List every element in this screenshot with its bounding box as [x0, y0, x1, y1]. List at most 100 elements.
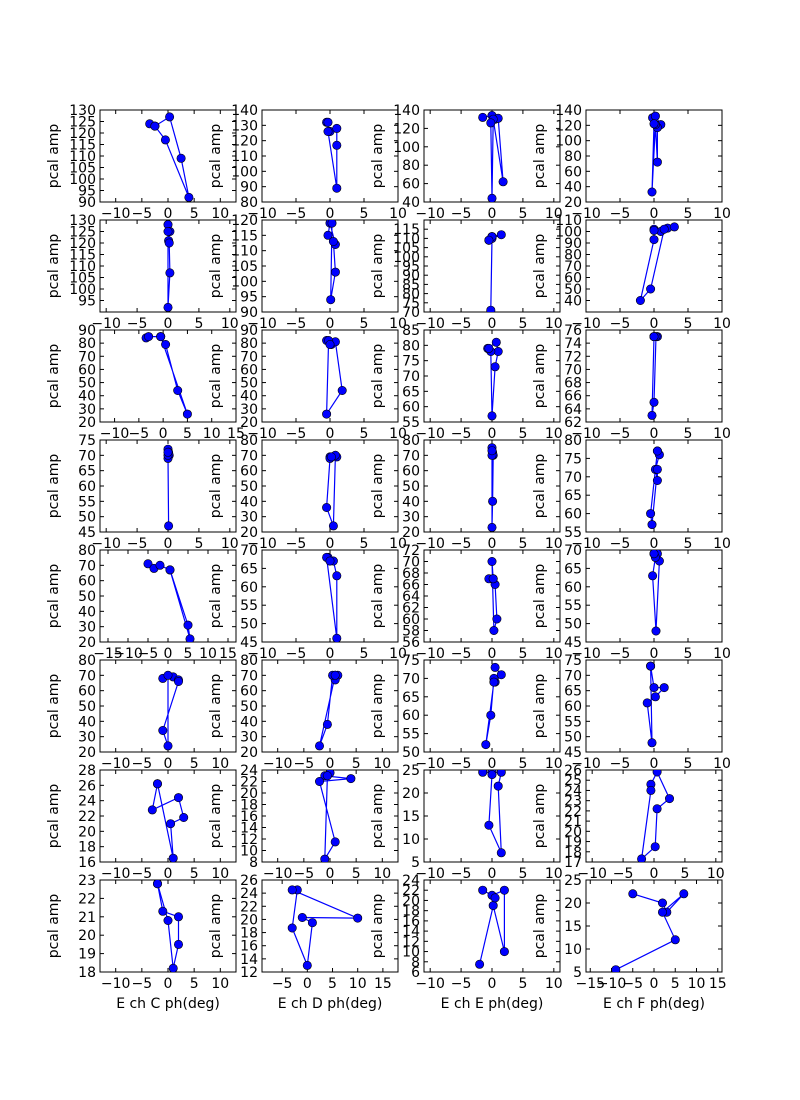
y-tick-label: 80	[240, 433, 258, 449]
x-tick-label: −10	[263, 756, 293, 772]
y-tick-label: 60	[240, 464, 258, 480]
y-tick-label: 125	[69, 225, 96, 241]
data-point	[183, 620, 193, 630]
x-tick-label: 5	[360, 316, 369, 332]
data-point	[486, 118, 496, 128]
x-tick-label: −5	[132, 206, 153, 222]
y-tick-label: 16	[78, 855, 96, 871]
data-point	[481, 740, 491, 750]
x-tick-label: −5	[610, 756, 631, 772]
x-tick-label: −5	[286, 316, 307, 332]
y-tick-label: 15	[564, 919, 582, 935]
data-point	[161, 339, 171, 349]
x-tick-label: 10	[203, 426, 221, 442]
data-point	[649, 550, 659, 559]
y-tick-label: 70	[240, 448, 258, 464]
y-tick-label: 120	[69, 236, 96, 252]
data-point	[314, 741, 324, 751]
y-tick-label: 12	[240, 832, 258, 848]
y-tick-label: 30	[78, 730, 96, 746]
x-tick-label: 15	[374, 976, 392, 992]
data-point	[165, 268, 175, 278]
x-tick-label: −5	[451, 206, 472, 222]
data-point	[163, 227, 173, 237]
y-axis-label: pcal amp	[370, 124, 386, 189]
data-point	[328, 521, 338, 531]
y-tick-label: 60	[78, 684, 96, 700]
data-point	[650, 111, 660, 121]
data-point	[628, 889, 638, 899]
x-tick-label: −10	[597, 976, 627, 992]
x-tick-label: −5	[286, 536, 307, 552]
x-tick-label: 5	[360, 426, 369, 442]
y-tick-label: 75	[78, 433, 96, 449]
x-tick-label: −10	[101, 206, 131, 222]
y-tick-label: 110	[69, 149, 96, 165]
y-tick-label: 20	[78, 635, 96, 651]
x-tick-label: −10	[247, 536, 277, 552]
y-tick-label: 17	[564, 855, 582, 871]
y-tick-label: 16	[240, 939, 258, 955]
data-point	[143, 559, 153, 569]
data-point	[635, 295, 645, 305]
data-series	[647, 332, 662, 420]
x-tick-label: −5	[129, 426, 150, 442]
y-tick-label: 24	[402, 873, 420, 889]
x-tick-label: −15	[93, 646, 123, 662]
x-tick-label: −10	[263, 866, 293, 882]
x-tick-label: −10	[571, 646, 601, 662]
data-point	[646, 509, 656, 519]
x-tick-label: 10	[211, 756, 229, 772]
data-point	[487, 411, 497, 421]
y-axis-label: pcal amp	[532, 124, 548, 189]
y-tick-label: 85	[402, 323, 420, 339]
x-tick-label: 0	[488, 756, 497, 772]
data-series	[147, 779, 189, 862]
data-point	[287, 923, 297, 933]
x-tick-label: 10	[545, 206, 563, 222]
data-series	[322, 335, 347, 419]
y-tick-label: 45	[240, 635, 258, 651]
x-tick-label: 10	[349, 976, 367, 992]
data-point	[332, 183, 342, 193]
x-tick-label: 5	[352, 866, 361, 882]
data-point	[184, 192, 194, 202]
y-tick-label: 22	[402, 883, 420, 899]
data-point	[646, 661, 656, 671]
y-tick-label: 110	[69, 259, 96, 275]
y-tick-label: 25	[402, 763, 420, 779]
y-tick-label: 140	[231, 103, 258, 119]
data-series	[322, 450, 342, 531]
data-point	[650, 692, 660, 702]
data-point	[491, 337, 501, 347]
y-tick-label: 120	[393, 121, 420, 137]
x-tick-label: 10	[221, 316, 239, 332]
y-tick-label: 100	[231, 274, 258, 290]
y-tick-label: 80	[564, 248, 582, 264]
panel-5-2: −10 −5 0 5 10 45 50 55 60 65 70 pcal amp	[208, 543, 407, 662]
y-tick-label: 21	[78, 910, 96, 926]
y-tick-label: 110	[231, 149, 258, 165]
y-tick-label: 60	[78, 362, 96, 378]
data-point	[493, 781, 503, 791]
y-axis-label: pcal amp	[208, 564, 224, 629]
y-tick-label: 75	[402, 296, 420, 312]
x-tick-label: 0	[164, 316, 173, 332]
x-tick-label: 10	[211, 976, 229, 992]
y-tick-label: 22	[240, 899, 258, 915]
data-point	[487, 770, 497, 780]
data-point	[332, 571, 342, 581]
x-tick-label: 10	[713, 206, 731, 222]
data-point	[652, 157, 662, 167]
y-tick-label: 70	[78, 668, 96, 684]
data-point	[492, 614, 502, 624]
y-tick-label: 25	[564, 873, 582, 889]
data-series	[647, 111, 666, 197]
